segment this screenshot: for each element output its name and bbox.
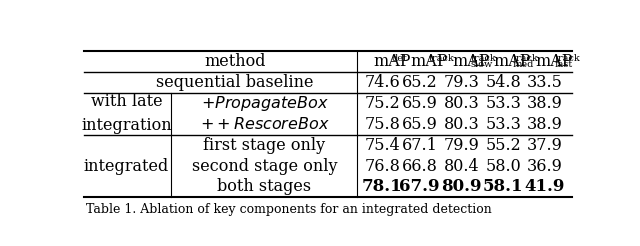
- Text: 75.4: 75.4: [364, 137, 400, 154]
- Text: $++RescoreBox$: $++RescoreBox$: [200, 116, 330, 132]
- Text: sequential baseline: sequential baseline: [156, 74, 314, 91]
- Text: 53.3: 53.3: [485, 116, 521, 133]
- Text: 75.2: 75.2: [364, 95, 400, 112]
- Text: track: track: [429, 54, 454, 63]
- Text: 67.1: 67.1: [401, 137, 437, 154]
- Text: 38.9: 38.9: [527, 116, 563, 133]
- Text: fast: fast: [554, 60, 573, 69]
- Text: 74.6: 74.6: [364, 74, 400, 91]
- Text: 80.3: 80.3: [444, 116, 479, 133]
- Text: 33.5: 33.5: [527, 74, 563, 91]
- Text: med: med: [513, 60, 534, 69]
- Text: 53.3: 53.3: [485, 95, 521, 112]
- Text: det: det: [392, 54, 408, 63]
- Text: first stage only: first stage only: [204, 137, 326, 154]
- Text: 80.9: 80.9: [441, 178, 481, 195]
- Text: slow: slow: [470, 60, 493, 69]
- Text: 78.1: 78.1: [362, 178, 403, 195]
- Text: track: track: [554, 54, 580, 63]
- Text: 66.8: 66.8: [401, 157, 437, 174]
- Text: 55.2: 55.2: [485, 137, 521, 154]
- Text: mAP: mAP: [536, 53, 573, 70]
- Text: 67.9: 67.9: [399, 178, 440, 195]
- Text: 54.8: 54.8: [485, 74, 521, 91]
- Text: 65.2: 65.2: [401, 74, 437, 91]
- Text: 80.4: 80.4: [444, 157, 479, 174]
- Text: integrated: integrated: [84, 157, 169, 174]
- Text: 76.8: 76.8: [364, 157, 400, 174]
- Text: with late: with late: [91, 93, 163, 110]
- Text: 75.8: 75.8: [364, 116, 400, 133]
- Text: Table 1. Ablation of key components for an integrated detection: Table 1. Ablation of key components for …: [86, 203, 492, 216]
- Text: 80.3: 80.3: [444, 95, 479, 112]
- Text: mAP: mAP: [410, 53, 447, 70]
- Text: 65.9: 65.9: [401, 116, 437, 133]
- Text: track: track: [513, 54, 538, 63]
- Text: 58.1: 58.1: [483, 178, 524, 195]
- Text: second stage only: second stage only: [192, 157, 337, 174]
- Text: mAP: mAP: [373, 53, 410, 70]
- Text: both stages: both stages: [218, 178, 312, 195]
- Text: 37.9: 37.9: [527, 137, 563, 154]
- Text: track: track: [470, 54, 497, 63]
- Text: 41.9: 41.9: [525, 178, 565, 195]
- Text: method: method: [204, 53, 266, 70]
- Text: 36.9: 36.9: [527, 157, 563, 174]
- Text: $+PropagateBox$: $+PropagateBox$: [200, 94, 328, 113]
- Text: 79.9: 79.9: [444, 137, 479, 154]
- Text: 79.3: 79.3: [444, 74, 479, 91]
- Text: integration: integration: [81, 117, 172, 134]
- Text: mAP: mAP: [452, 53, 490, 70]
- Text: 58.0: 58.0: [485, 157, 521, 174]
- Text: 65.9: 65.9: [401, 95, 437, 112]
- Text: 38.9: 38.9: [527, 95, 563, 112]
- Text: mAP: mAP: [494, 53, 531, 70]
